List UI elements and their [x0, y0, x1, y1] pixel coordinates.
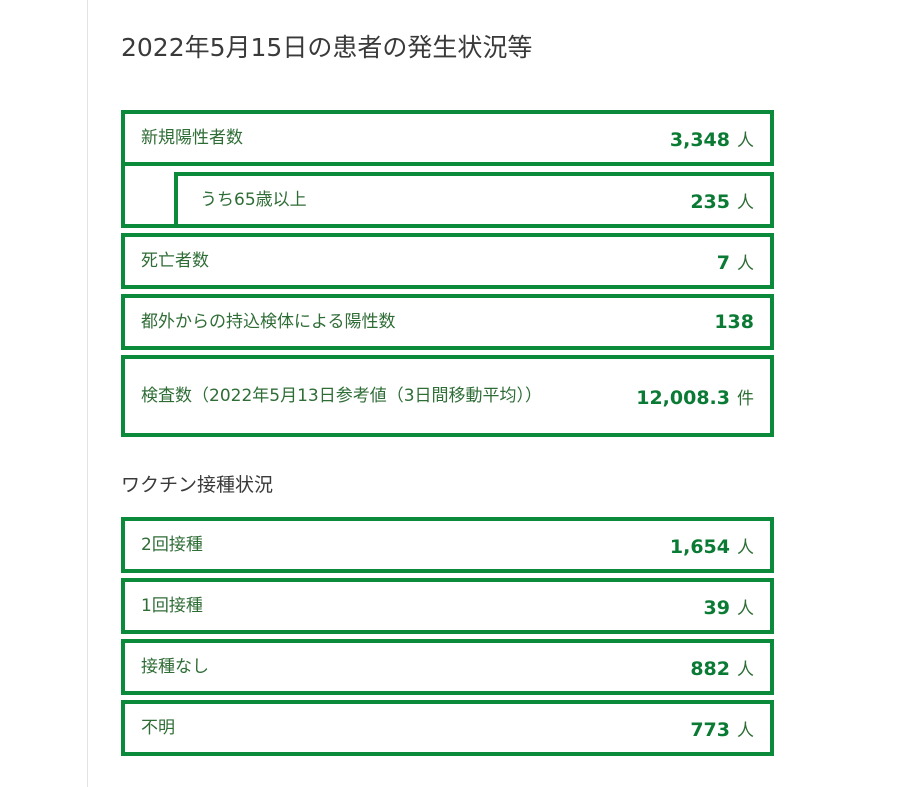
vaccine-row: 2回接種 1,654 人	[121, 517, 774, 573]
deaths-number: 7	[716, 251, 730, 274]
outside-samples-label: 都外からの持込検体による陽性数	[141, 312, 396, 332]
outside-samples-number: 138	[714, 311, 754, 333]
vaccine-row: 不明 773 人	[121, 700, 774, 756]
new-positive-unit: 人	[737, 130, 754, 151]
page-title: 2022年5月15日の患者の発生状況等	[121, 33, 533, 62]
over65-value: 235 人	[690, 188, 754, 213]
vaccine-value: 39 人	[704, 594, 754, 619]
new-positive-number: 3,348	[669, 128, 730, 151]
vaccine-label: 2回接種	[141, 535, 203, 555]
content-divider	[87, 0, 88, 787]
vaccine-value: 1,654 人	[670, 533, 754, 558]
vaccine-unit: 人	[737, 598, 754, 619]
vaccine-unit: 人	[737, 720, 754, 741]
tests-label: 検査数（2022年5月13日参考値（3日間移動平均））	[141, 386, 543, 406]
tests-value: 12,008.3 件	[636, 384, 754, 409]
vaccine-label: 不明	[141, 718, 175, 738]
deaths-box: 死亡者数 7 人	[121, 233, 774, 289]
outside-samples-value: 138	[714, 311, 754, 333]
tests-unit: 件	[737, 388, 754, 409]
vaccine-number: 882	[690, 657, 730, 680]
over65-unit: 人	[737, 192, 754, 213]
vaccine-section-title: ワクチン接種状況	[121, 474, 274, 496]
over65-label: うち65歳以上	[200, 190, 307, 210]
outside-samples-box: 都外からの持込検体による陽性数 138	[121, 294, 774, 350]
vaccine-value: 882 人	[690, 655, 754, 680]
over65-box: うち65歳以上 235 人	[174, 172, 774, 228]
vaccine-row: 接種なし 882 人	[121, 639, 774, 695]
vaccine-unit: 人	[737, 537, 754, 558]
vaccine-number: 773	[690, 718, 730, 741]
deaths-unit: 人	[737, 253, 754, 274]
vaccine-label: 1回接種	[141, 596, 203, 616]
deaths-label: 死亡者数	[141, 251, 209, 271]
new-positive-value: 3,348 人	[670, 126, 754, 151]
over65-number: 235	[690, 190, 730, 213]
tests-number: 12,008.3	[636, 386, 730, 409]
vaccine-value: 773 人	[690, 716, 754, 741]
new-positive-label: 新規陽性者数	[141, 128, 243, 148]
vaccine-row: 1回接種 39 人	[121, 578, 774, 634]
new-positive-box: 新規陽性者数 3,348 人	[121, 110, 774, 166]
vaccine-unit: 人	[737, 659, 754, 680]
deaths-value: 7 人	[717, 249, 754, 274]
vaccine-label: 接種なし	[141, 657, 209, 677]
vaccine-number: 1,654	[669, 535, 730, 558]
vaccine-number: 39	[703, 596, 730, 619]
tests-box: 検査数（2022年5月13日参考値（3日間移動平均）） 12,008.3 件	[121, 355, 774, 437]
